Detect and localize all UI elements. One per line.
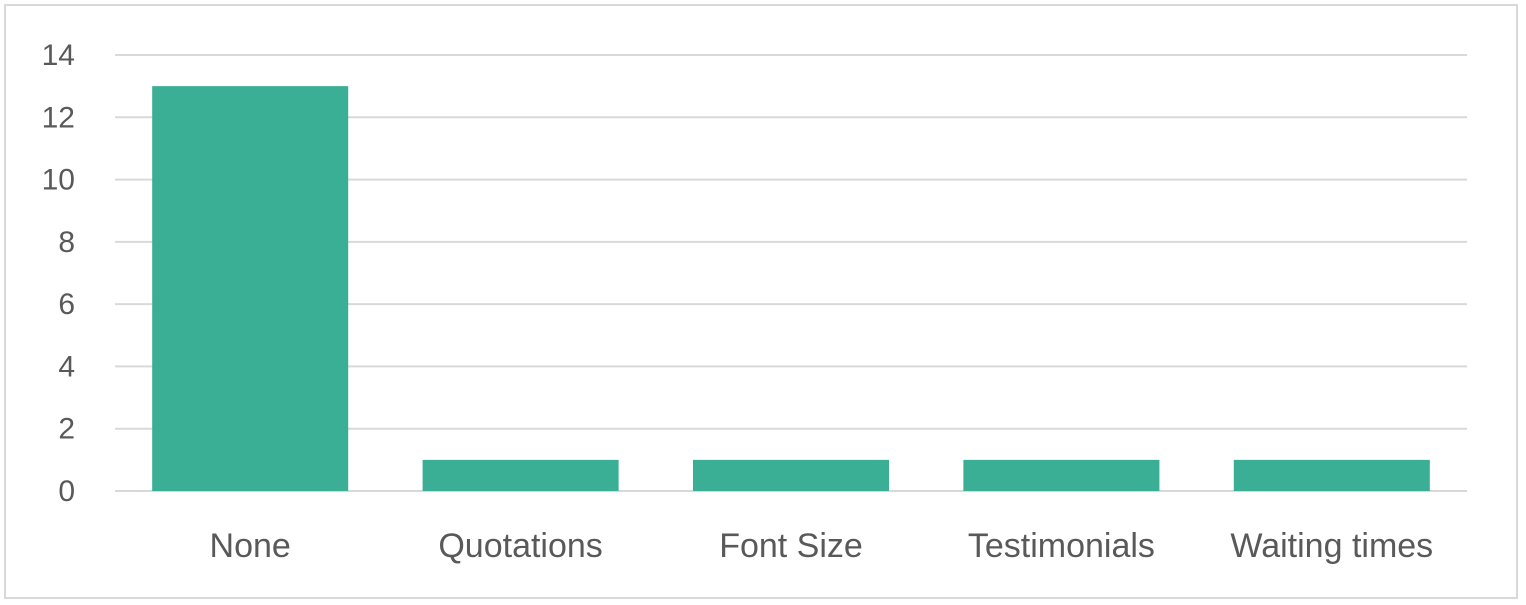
bar [152, 86, 349, 492]
bar [963, 459, 1160, 491]
y-tick-label: 6 [58, 288, 75, 321]
x-axis-categories: None Quotations Font Size Testimonials Waiti… [210, 527, 1434, 565]
y-tick-label: 8 [58, 226, 75, 259]
x-category-label: Waiting times [1230, 527, 1433, 565]
bar [422, 459, 619, 491]
x-category-label: Font Size [719, 527, 863, 565]
y-tick-label: 4 [58, 350, 75, 383]
y-axis-ticks: 0 2 4 6 8 10 12 14 [42, 39, 75, 508]
y-tick-label: 14 [42, 39, 75, 72]
y-tick-label: 12 [42, 101, 75, 134]
bar [1233, 459, 1430, 491]
x-category-label: None [210, 527, 291, 565]
y-tick-label: 10 [42, 164, 75, 197]
x-category-label: Quotations [438, 527, 602, 565]
bars [152, 86, 1430, 492]
y-tick-label: 2 [58, 413, 75, 446]
x-category-label: Testimonials [968, 527, 1155, 565]
y-tick-label: 0 [58, 475, 75, 508]
bar [692, 459, 890, 491]
